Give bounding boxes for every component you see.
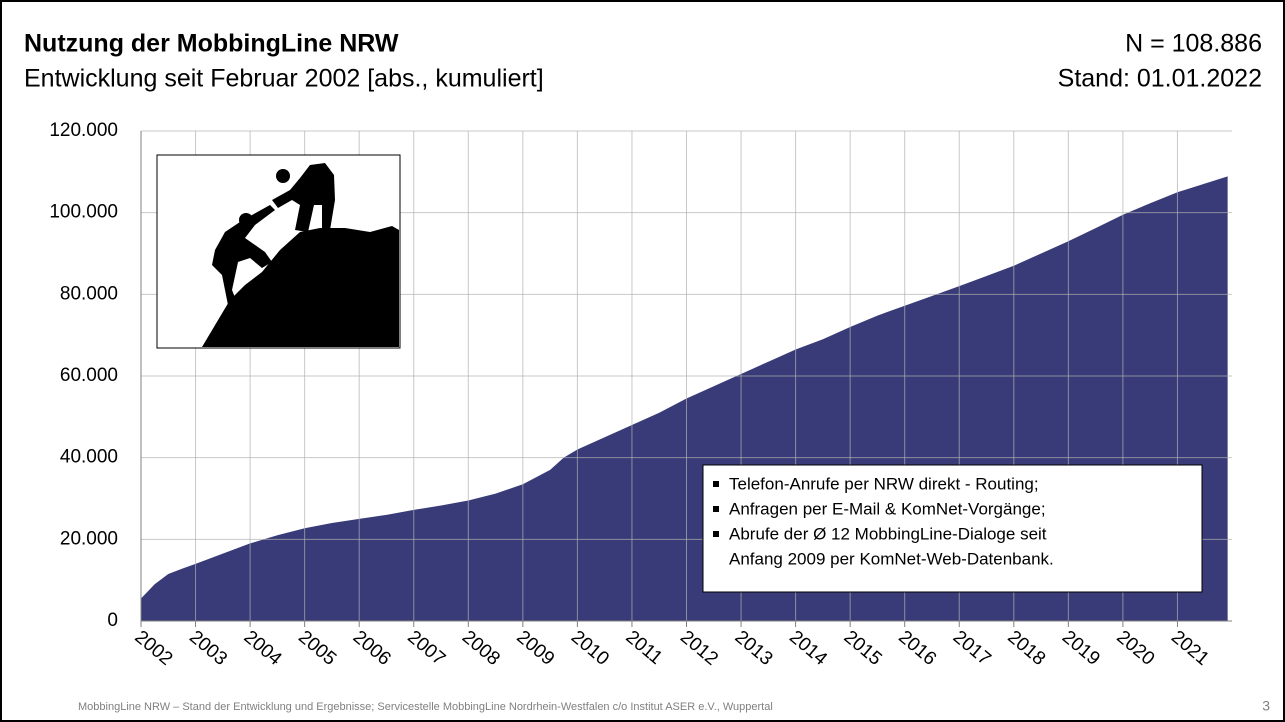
- climber-bottom: [212, 205, 275, 305]
- bullet: [713, 481, 719, 487]
- footer: MobbingLine NRW – Stand der Entwicklung …: [78, 701, 773, 713]
- y-tick-label: 120.000: [49, 120, 118, 141]
- legend-text: Telefon-Anrufe per NRW direkt - Routing;: [729, 474, 1039, 493]
- page-number: 3: [1262, 698, 1270, 714]
- y-tick-label: 80.000: [60, 283, 118, 304]
- rock: [202, 226, 399, 347]
- legend-frame: [702, 464, 1203, 593]
- stand-label: Stand: 01.01.2022: [1058, 65, 1262, 93]
- climber-top: [272, 163, 335, 232]
- legend-text: Anfang 2009 per KomNet-Web-Datenbank.: [729, 549, 1054, 568]
- chart-title: Nutzung der MobbingLine NRW: [24, 30, 399, 58]
- y-tick-label: 100.000: [49, 202, 118, 223]
- head: [276, 169, 290, 183]
- y-tick-label: 0: [107, 610, 118, 631]
- legend-text: Abrufe der Ø 12 MobbingLine-Dialoge seit: [729, 524, 1047, 543]
- picture: [156, 154, 401, 349]
- chart-subtitle: Entwicklung seit Februar 2002 [abs., kum…: [24, 65, 544, 93]
- n-label: N = 108.886: [1125, 30, 1262, 58]
- y-tick-label: 20.000: [60, 528, 118, 549]
- legend-box: Telefon-Anrufe per NRW direkt - Routing;…: [702, 464, 1203, 593]
- legend-text: Anfragen per E-Mail & KomNet-Vorgänge;: [729, 499, 1046, 518]
- head: [239, 213, 253, 227]
- bullet: [713, 506, 719, 512]
- y-tick-label: 40.000: [60, 447, 118, 468]
- y-tick-label: 60.000: [60, 365, 118, 386]
- bullet: [713, 531, 719, 537]
